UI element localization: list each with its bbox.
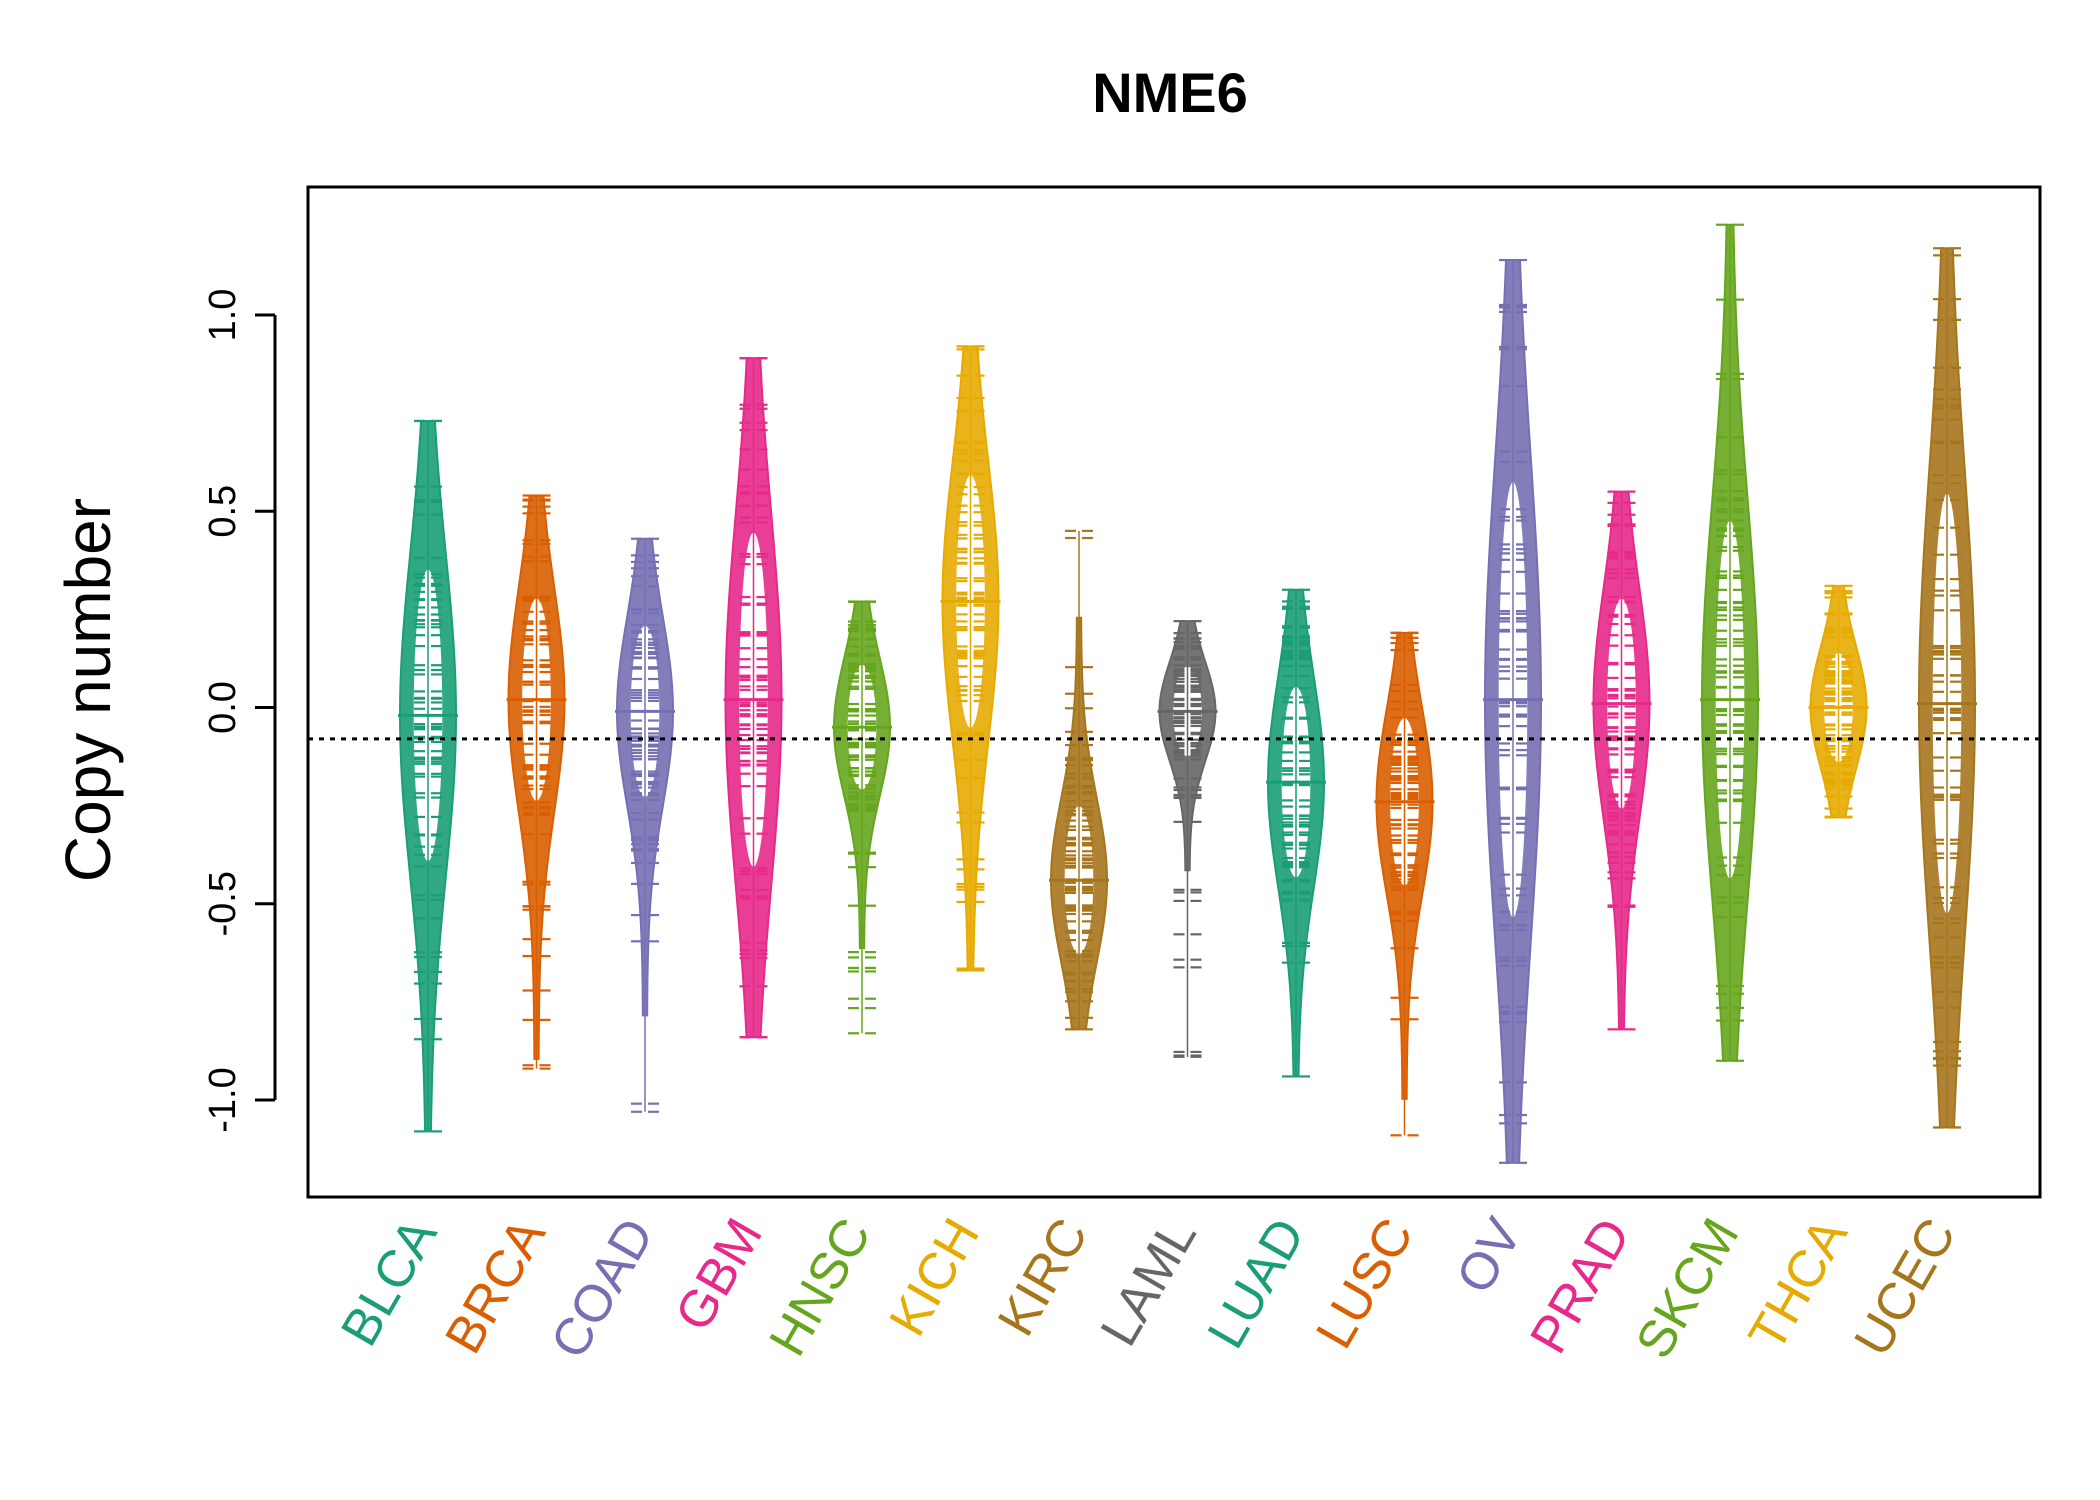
bean-brca [506,494,567,1070]
bean-skcm [1700,223,1760,1062]
y-tick-label: -1.0 [202,1067,244,1132]
category-label-blca: BLCA [330,1209,448,1356]
bean-blca [398,419,458,1133]
y-tick-label: -0.5 [202,871,244,936]
plot-frame [306,185,2042,1199]
category-label-ucec: UCEC [1843,1209,1967,1366]
category-label-prad: PRAD [1519,1209,1641,1363]
bean-coad [615,537,675,1113]
category-label-lusc: LUSC [1305,1209,1425,1358]
y-axis-label: Copy number [52,498,124,882]
bean-ucec [1917,247,1977,1129]
bean-ov [1483,258,1543,1164]
bean-laml [1157,620,1218,1058]
category-label-hnsc: HNSC [758,1209,882,1366]
category-label-kich: KICH [879,1209,991,1346]
category-label-gbm: GBM [664,1209,773,1341]
bean-kirc [1049,529,1109,1031]
y-axis: -1.0 -0.5 0.0 0.5 1.0 [202,289,277,1133]
category-label-skcm: SKCM [1625,1209,1750,1368]
category-label-luad: LUAD [1197,1209,1317,1358]
bean-thca [1808,584,1869,819]
y-tick-label: 0.0 [202,681,244,734]
bean-gbm [723,357,784,1039]
bean-kich [940,345,1001,972]
category-label-ov: OV [1446,1209,1534,1303]
category-label-brca: BRCA [434,1209,557,1363]
y-tick-label: 1.0 [202,289,244,342]
chart-title: NME6 [1092,61,1248,124]
bean-prad [1591,490,1652,1031]
bean-lusc [1374,631,1435,1137]
category-label-coad: COAD [540,1209,665,1368]
category-label-laml: LAML [1090,1209,1208,1356]
category-label-kirc: KIRC [987,1209,1099,1346]
y-tick-label: 0.5 [202,485,244,538]
category-label-thca: THCA [1738,1209,1859,1361]
bean-luad [1266,588,1326,1078]
bean-hnsc [832,600,892,1035]
plot-area [398,223,1977,1164]
